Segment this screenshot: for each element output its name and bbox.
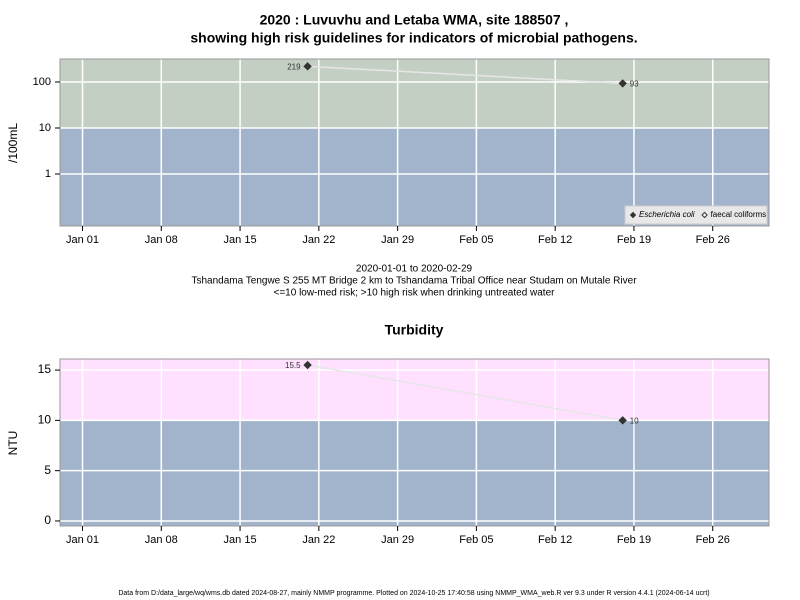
chart-title: 2020 : Luvuvhu and Letaba WMA, site 1885… [260,12,569,28]
legend-label: Escherichia coli [639,210,695,219]
footer: Data from D:/data_large/wq/wms.db dated … [118,590,709,597]
x-tick-label: Jan 08 [145,534,178,546]
chart-subtitle: showing high risk guidelines for indicat… [190,30,637,46]
y-axis-label: NTU [6,431,20,456]
y-tick-label: 10 [38,413,52,427]
data-point [618,416,627,425]
legend-box [624,205,768,225]
x-tick-label: Feb 26 [696,234,730,246]
data-point [618,79,627,88]
series-line [307,65,623,85]
x-tick-label: Jan 22 [302,234,335,246]
data-label: 93 [630,80,639,89]
x-tick-label: Jan 29 [381,234,414,246]
y-axis-label: /100mL [6,123,20,163]
legend-marker [701,211,708,219]
plot-frame [59,358,770,527]
x-tick-label: Jan 01 [66,234,99,246]
x-tick-label: Feb 12 [538,234,572,246]
high-risk-band [60,59,769,128]
series-line [307,364,623,422]
y-tick-label: 0 [44,513,51,527]
x-tick-label: Jan 29 [381,534,414,546]
x-tick-label: Feb 19 [617,234,651,246]
y-tick-label: 15 [38,362,52,376]
note: Tshandama Tengwe S 255 MT Bridge 2 km to… [191,276,637,287]
data-label: 219 [287,62,301,71]
data-label: 10 [630,416,639,425]
x-tick-label: Jan 15 [224,534,257,546]
y-tick-label: 100 [33,76,51,88]
high-risk-band [60,359,769,421]
x-tick-label: Feb 05 [459,534,493,546]
x-tick-label: Jan 01 [66,534,99,546]
y-tick-label: 1 [45,168,51,180]
x-tick-label: Feb 26 [696,534,730,546]
y-tick-label: 10 [39,122,51,134]
legend-label: faecal coliforms [711,210,767,219]
x-tick-label: Jan 15 [224,234,257,246]
low-risk-band [60,420,769,526]
x-tick-label: Jan 08 [145,234,178,246]
x-tick-label: Jan 22 [302,534,335,546]
data-point [303,360,312,370]
legend-marker [629,211,637,219]
data-point [303,62,312,71]
x-tick-label: Feb 19 [617,534,651,546]
panel-title: Turbidity [385,322,444,338]
data-label: 15.5 [285,361,301,370]
x-tick-label: Feb 05 [459,234,493,246]
x-tick-label: Feb 12 [538,534,572,546]
plot-frame [59,58,770,227]
note: <=10 low-med risk; >10 high risk when dr… [274,288,556,299]
y-tick-label: 5 [44,463,51,477]
note: 2020-01-01 to 2020-02-29 [356,264,473,275]
